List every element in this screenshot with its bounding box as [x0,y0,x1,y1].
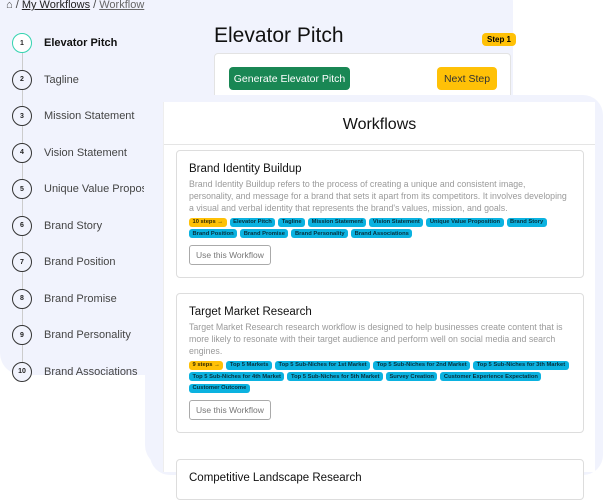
step-label: Tagline [44,73,79,86]
step-tag: Customer Outcome [189,383,250,393]
sidebar-step-9[interactable]: 9 Brand Personality [12,317,144,373]
sidebar-step-3[interactable]: 3 Mission Statement [12,98,144,154]
home-icon[interactable]: ⌂ [6,0,13,11]
sidebar-step-7[interactable]: 7 Brand Position [12,244,144,300]
workflows-modal: Workflows Brand Identity Buildup Brand Id… [163,102,595,500]
workflow-description: Brand Identity Buildup refers to the pro… [189,179,567,214]
step-tag: Vision Statement [369,217,424,227]
next-step-button[interactable]: Next Step [437,67,497,90]
sidebar-step-10[interactable]: 10 Brand Associations [12,354,144,391]
step-tag: Brand Promise [240,229,289,239]
use-workflow-button[interactable]: Use this Workflow [189,245,271,266]
step-tag: Top 5 Sub-Niches for 2nd Market [373,360,471,370]
step-number: 8 [12,288,32,309]
use-workflow-button[interactable]: Use this Workflow [189,399,271,420]
step-connector [21,300,23,337]
sidebar-step-4[interactable]: 4 Vision Statement [12,135,144,191]
step-number: 2 [12,69,32,90]
step-tag: Brand Story [506,217,547,227]
step-tag: Mission Statement [308,217,367,227]
step-label: Mission Statement [44,110,135,123]
step-number: 7 [12,252,32,273]
step-label: Brand Personality [44,329,131,342]
sidebar-step-6[interactable]: 6 Brand Story [12,208,144,264]
step-label: Vision Statement [44,146,127,159]
workflow-title: Target Market Research [189,306,312,318]
workflow-tags: 9 steps → Top 5 Markets Top 5 Sub-Niches f… [189,360,571,393]
step-connector [21,118,23,154]
sidebar-step-5[interactable]: 5 Unique Value Proposition [12,171,144,227]
workflow-title: Competitive Landscape Research [189,472,362,484]
step-badge: Step 1 [482,33,517,46]
page-title: Elevator Pitch [214,24,344,47]
step-label: Unique Value Proposition [44,183,144,196]
step-label: Brand Position [44,256,116,269]
step-tag: Top 5 Markets [226,360,272,370]
step-connector [21,154,23,191]
step-number: 3 [12,106,32,127]
workflow-description: Target Market Research research workflow… [189,322,563,357]
step-tag: Survey Creation [385,372,438,382]
step-list: 1 Elevator Pitch 2 Tagline 3 Mission Statemen… [12,25,144,390]
workflow-card: Competitive Landscape Research [176,459,584,500]
step-tag: Top 5 Sub-Niches for 4th Market [189,372,285,382]
steps-count-badge: 10 steps → [189,217,227,227]
step-tag: Top 5 Sub-Niches for 5th Market [287,372,383,382]
step-label: Elevator Pitch [44,37,118,50]
step-tag: Top 5 Sub-Niches for 3th Market [473,360,569,370]
step-number: 10 [12,361,32,382]
sidebar-step-8[interactable]: 8 Brand Promise [12,281,144,337]
step-label: Brand Associations [44,365,138,378]
step-number: 5 [12,179,32,200]
step-tag: Unique Value Proposition [426,217,504,227]
sidebar-step-1[interactable]: 1 Elevator Pitch [12,25,144,81]
workflow-card: Target Market Research Target Market Rese… [176,293,584,433]
generate-button[interactable]: Generate Elevator Pitch [229,67,350,90]
step-number: 1 [12,33,32,54]
breadcrumb-my-workflows[interactable]: My Workflows [21,0,91,11]
step-tag: Elevator Pitch [229,217,276,227]
sidebar-step-2[interactable]: 2 Tagline [12,62,144,118]
step-number: 6 [12,215,32,236]
workflow-tags: 10 steps → Elevator Pitch Tagline Mission S… [189,217,571,239]
step-connector [21,191,23,227]
step-connector [21,45,23,81]
step-connector [21,227,23,264]
step-number: 9 [12,325,32,346]
step-tag: Brand Position [189,229,238,239]
breadcrumb: ⌂ / My Workflows / Workflow [6,0,145,11]
step-tag: Brand Personality [291,229,349,239]
step-connector [21,81,23,118]
workflow-card: Brand Identity Buildup Brand Identity Bui… [176,150,584,279]
breadcrumb-workflow[interactable]: Workflow [99,0,145,11]
step-label: Brand Story [44,219,103,232]
step-connector [21,264,23,300]
step-number: 4 [12,142,32,163]
step-tag: Tagline [278,217,306,227]
modal-title: Workflows [164,102,595,145]
step-connector [21,337,23,373]
step-label: Brand Promise [44,292,117,305]
workflow-title: Brand Identity Buildup [189,163,302,175]
step-tag: Customer Experience Expectation [440,372,542,382]
steps-count-badge: 9 steps → [189,360,224,370]
step-tag: Brand Associations [351,229,413,239]
step-tag: Top 5 Sub-Niches for 1st Market [274,360,371,370]
